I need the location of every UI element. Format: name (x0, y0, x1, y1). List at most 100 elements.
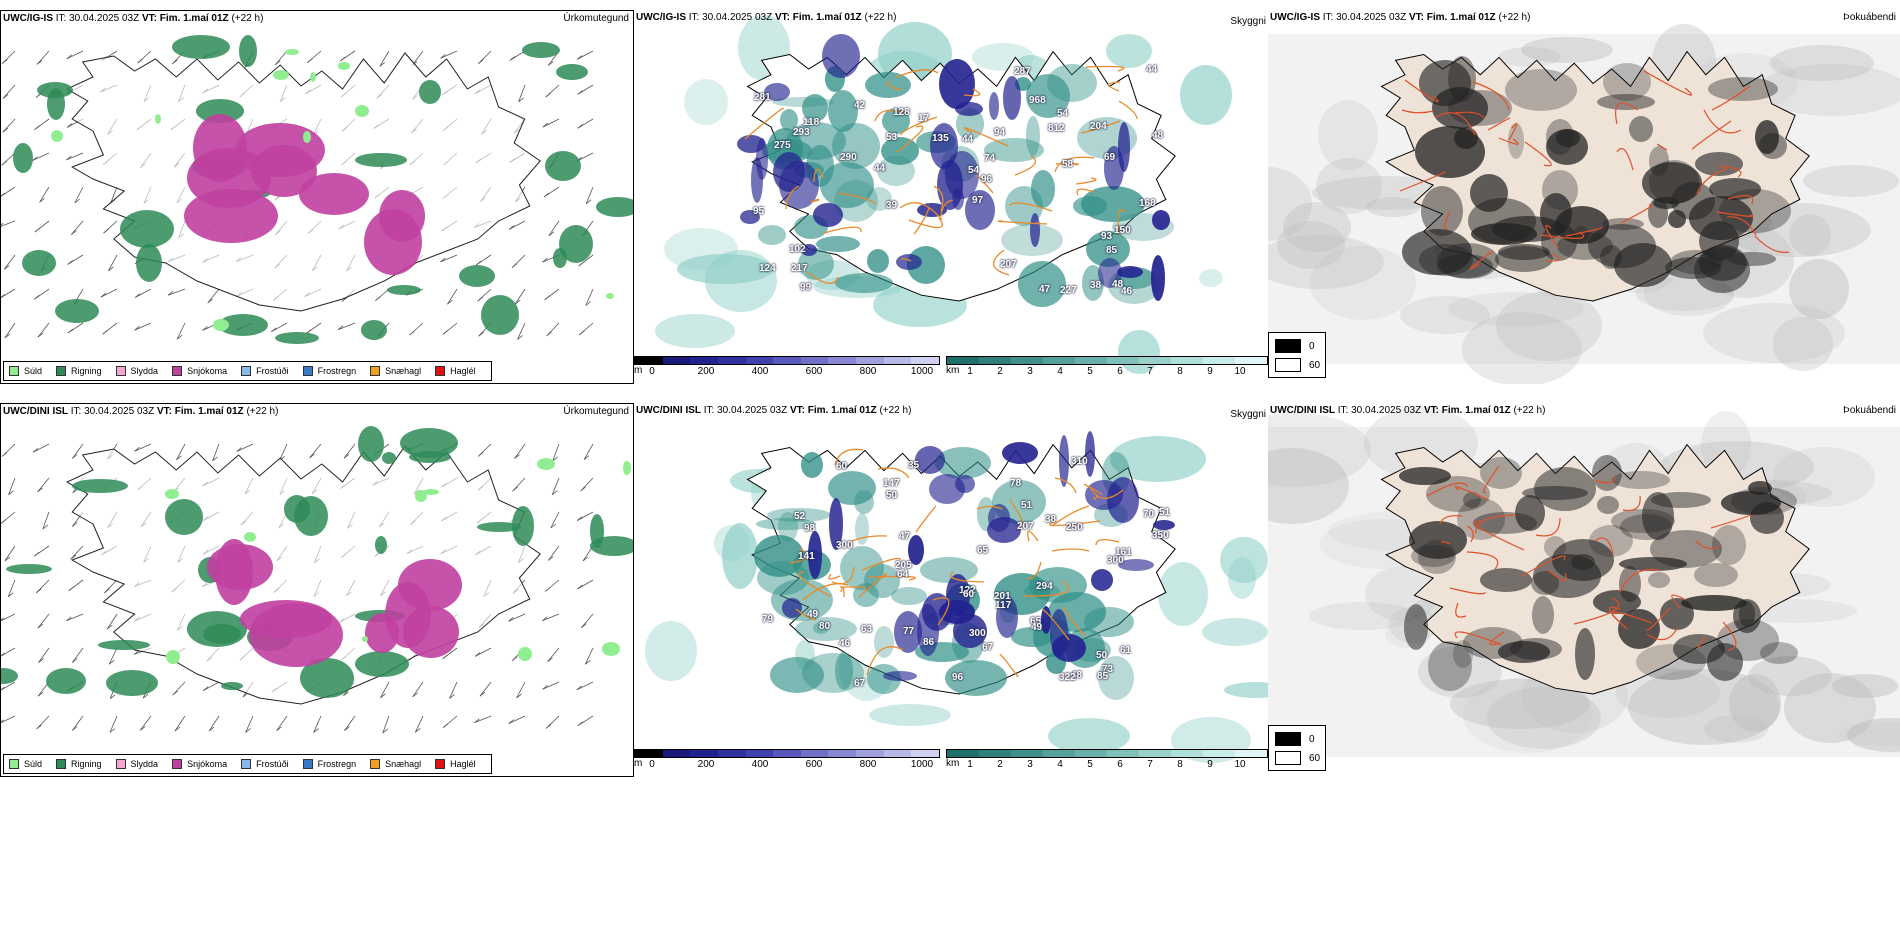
colorbar-step (1075, 357, 1107, 364)
tick-label: 400 (751, 366, 769, 377)
colorbar-step (1139, 357, 1171, 364)
cloud-base-label: 141 (798, 551, 815, 562)
legend-item: Frostregn (302, 366, 357, 376)
tick-label: 800 (859, 366, 877, 377)
cloud-base-label: 290 (840, 152, 857, 163)
colorbar-step (1011, 750, 1043, 757)
tick-label: 1000 (910, 366, 934, 377)
init-time: 30.04.2025 03Z (717, 405, 788, 416)
cloud-base-label: 293 (793, 127, 810, 138)
legend-label: Slydda (130, 366, 159, 376)
tick-label: 200 (697, 759, 715, 770)
cloud-base-label: 17 (918, 113, 930, 124)
precip-map (1, 426, 633, 734)
legend-swatch (9, 366, 19, 376)
colorbar-step (1043, 357, 1075, 364)
visibility-scale: km 1 2 3 4 5 6 7 8 9 10 (946, 747, 1268, 771)
init-time-label: IT: (703, 405, 715, 416)
fog-legend-value: 0 (1309, 734, 1315, 745)
colorbar-step (828, 750, 857, 757)
run-header: UWC/IG-IS IT: 30.04.2025 03Z VT: Fim. 1.… (636, 12, 896, 23)
legend-swatch (172, 759, 183, 769)
colorbar-step (635, 357, 663, 364)
cloud-base-label: 52 (794, 511, 806, 522)
model-name: UWC/DINI ISL (636, 405, 701, 416)
cloud-base-label: 99 (800, 282, 812, 293)
colorbar-step (635, 750, 663, 757)
tick-label: 6 (1117, 366, 1123, 377)
panel-title-precip: Úrkomutegund (563, 406, 629, 417)
legend-swatch (370, 759, 381, 769)
fog-map-panel-2: UWC/DINI ISL IT: 30.04.2025 03Z VT: Fim.… (1268, 403, 1900, 777)
cloud-base-label: 48 (1071, 670, 1083, 681)
valid-time: Fim. 1.maí 01Z (1441, 405, 1511, 416)
cloud-base-label: 812 (1048, 123, 1065, 134)
cloud-base-label: 60 (963, 589, 975, 600)
fog-map (1268, 24, 1900, 384)
legend-swatch (370, 366, 381, 376)
panel-title-clouds: Skyggni (1230, 409, 1266, 420)
cloud-base-label: 65 (1030, 616, 1042, 627)
tick-label: 5 (1087, 759, 1093, 770)
colorbar-step (979, 750, 1011, 757)
legend-item: Rigning (56, 759, 102, 769)
colorbar-step (911, 357, 940, 364)
cloud-base-label: 46 (839, 638, 851, 649)
legend-item: Slydda (115, 366, 159, 376)
clouds-map (645, 431, 1268, 763)
colorbar-step (717, 750, 746, 757)
cloud-base-label: 161 (1115, 547, 1132, 558)
legend-label: Frostregn (317, 366, 357, 376)
lead-time: (+22 h) (879, 405, 912, 416)
tick-label: 400 (751, 759, 769, 770)
cloud-base-label: 300 (969, 628, 986, 639)
tick-label: 0 (649, 759, 655, 770)
cloud-base-label: 47 (1039, 284, 1051, 295)
clouds-map-panel-2: UWC/DINI ISL IT: 30.04.2025 03Z VT: Fim.… (634, 403, 1268, 777)
colorbar-step (690, 357, 718, 364)
cloud-base-label: 122 (959, 585, 976, 596)
legend-label: Rigning (71, 366, 102, 376)
colorbar-step (856, 750, 884, 757)
cloud-base-label: 168 (1139, 198, 1156, 209)
colorbar-step (1171, 357, 1203, 364)
colorbar-step (773, 357, 801, 364)
precip-type-legend: Súld Rigning Slydda Snjókoma Frostúði Frostre… (3, 754, 492, 774)
colorbar-step (1043, 750, 1075, 757)
colorbar-step (947, 357, 979, 364)
cloud-base-label: 54 (1057, 108, 1069, 119)
legend-item: Súld (9, 366, 42, 376)
model-name: UWC/IG-IS (3, 13, 53, 24)
cloud-base-label: 49 (807, 609, 819, 620)
colorbar-step (800, 750, 829, 757)
lead-time: (+22 h) (231, 13, 264, 24)
cloud-base-label: 217 (791, 263, 808, 274)
colorbar-step (1171, 750, 1203, 757)
tick-label: 2 (997, 759, 1003, 770)
cloud-base-label: 86 (923, 637, 935, 648)
legend-swatch (302, 759, 313, 769)
colorbar-step (800, 357, 829, 364)
colorbar-step (1203, 750, 1235, 757)
tick-label: 6 (1117, 759, 1123, 770)
tick-label: 4 (1057, 759, 1063, 770)
colorbar-step (856, 357, 884, 364)
cloud-base-label: 94 (994, 127, 1006, 138)
tick-label: 9 (1207, 759, 1213, 770)
valid-time-label: VT: (1408, 12, 1424, 23)
init-time-label: IT: (688, 12, 700, 23)
model-name: UWC/DINI ISL (1270, 405, 1335, 416)
fog-swatch-low (1275, 339, 1301, 353)
legend-swatch (241, 759, 252, 769)
run-header: UWC/DINI ISL IT: 30.04.2025 03Z VT: Fim.… (1270, 405, 1545, 416)
legend-label: Frostúði (256, 366, 289, 376)
cloud-base-label: 42 (854, 100, 866, 111)
legend-item: Frostúði (241, 759, 289, 769)
colorbar-step (662, 357, 691, 364)
lead-time: (+22 h) (246, 406, 279, 417)
cloud-base-label: 48 (1112, 279, 1124, 290)
cloud-base-label: 63 (861, 624, 873, 635)
tick-label: 600 (805, 366, 823, 377)
colorbar-step (745, 750, 774, 757)
cloud-base-label: 53 (886, 132, 898, 143)
